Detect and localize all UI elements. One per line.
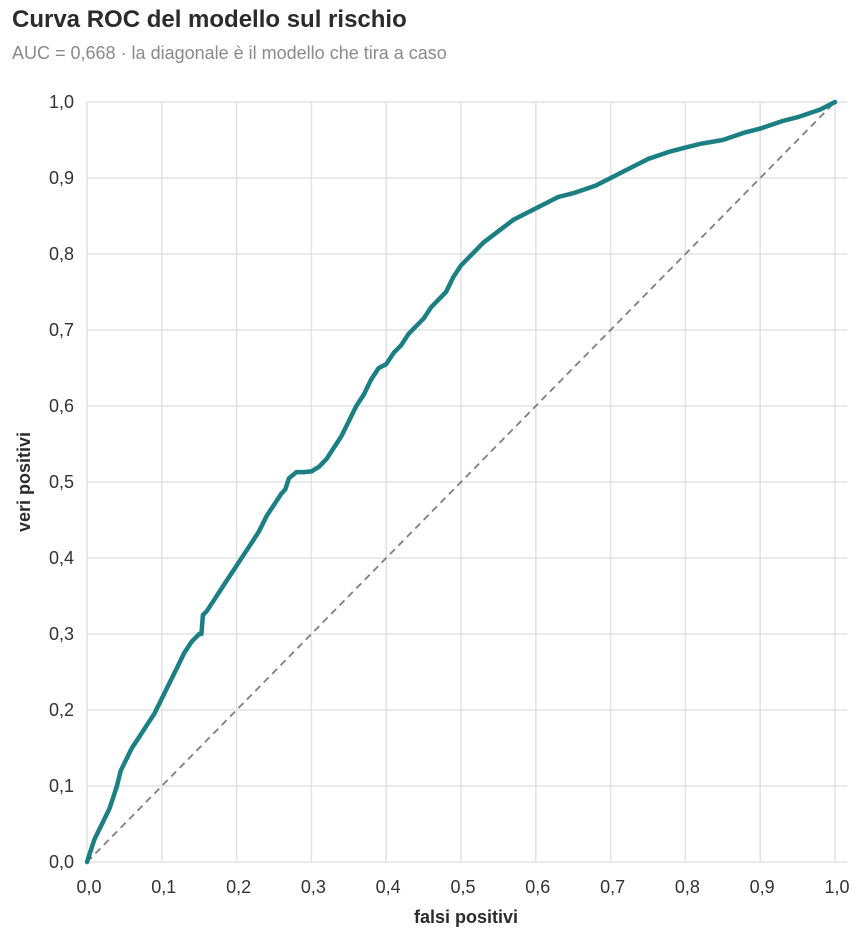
y-tick-label: 0,7 bbox=[49, 320, 74, 340]
x-tick-label: 0,6 bbox=[525, 877, 550, 897]
x-axis-ticks: 0,0 0,1 0,2 0,3 0,4 0,5 0,6 0,7 0,8 0,9 1,0 bbox=[76, 877, 849, 897]
x-tick-label: 0,3 bbox=[301, 877, 326, 897]
x-tick-label: 0,4 bbox=[376, 877, 401, 897]
y-tick-label: 0,8 bbox=[49, 244, 74, 264]
x-axis-label: falsi positivi bbox=[414, 907, 518, 927]
y-axis-ticks: 0,0 0,1 0,2 0,3 0,4 0,5 0,6 0,7 0,8 0,9 1,0 bbox=[49, 92, 74, 872]
y-tick-label: 0,5 bbox=[49, 472, 74, 492]
x-tick-label: 0,5 bbox=[450, 877, 475, 897]
chart-title: Curva ROC del modello sul rischio bbox=[12, 6, 407, 33]
series bbox=[84, 99, 838, 865]
y-tick-label: 0,3 bbox=[49, 624, 74, 644]
y-tick-label: 0,1 bbox=[49, 776, 74, 796]
x-tick-label: 0,9 bbox=[750, 877, 775, 897]
x-tick-label: 0,7 bbox=[600, 877, 625, 897]
x-tick-label: 0,2 bbox=[226, 877, 251, 897]
x-tick-label: 1,0 bbox=[824, 877, 849, 897]
y-tick-label: 0,0 bbox=[49, 852, 74, 872]
y-tick-label: 0,4 bbox=[49, 548, 74, 568]
y-tick-label: 1,0 bbox=[49, 92, 74, 112]
y-tick-label: 0,9 bbox=[49, 168, 74, 188]
y-tick-label: 0,2 bbox=[49, 700, 74, 720]
x-tick-label: 0,0 bbox=[76, 877, 101, 897]
chart-subtitle: AUC = 0,668 · la diagonale è il modello … bbox=[12, 43, 447, 63]
random-diagonal-line bbox=[86, 101, 836, 863]
x-tick-label: 0,1 bbox=[151, 877, 176, 897]
roc-curve-line bbox=[84, 99, 838, 865]
y-tick-label: 0,6 bbox=[49, 396, 74, 416]
grid bbox=[86, 101, 847, 863]
y-axis-label: veri positivi bbox=[14, 432, 34, 532]
x-tick-label: 0,8 bbox=[675, 877, 700, 897]
